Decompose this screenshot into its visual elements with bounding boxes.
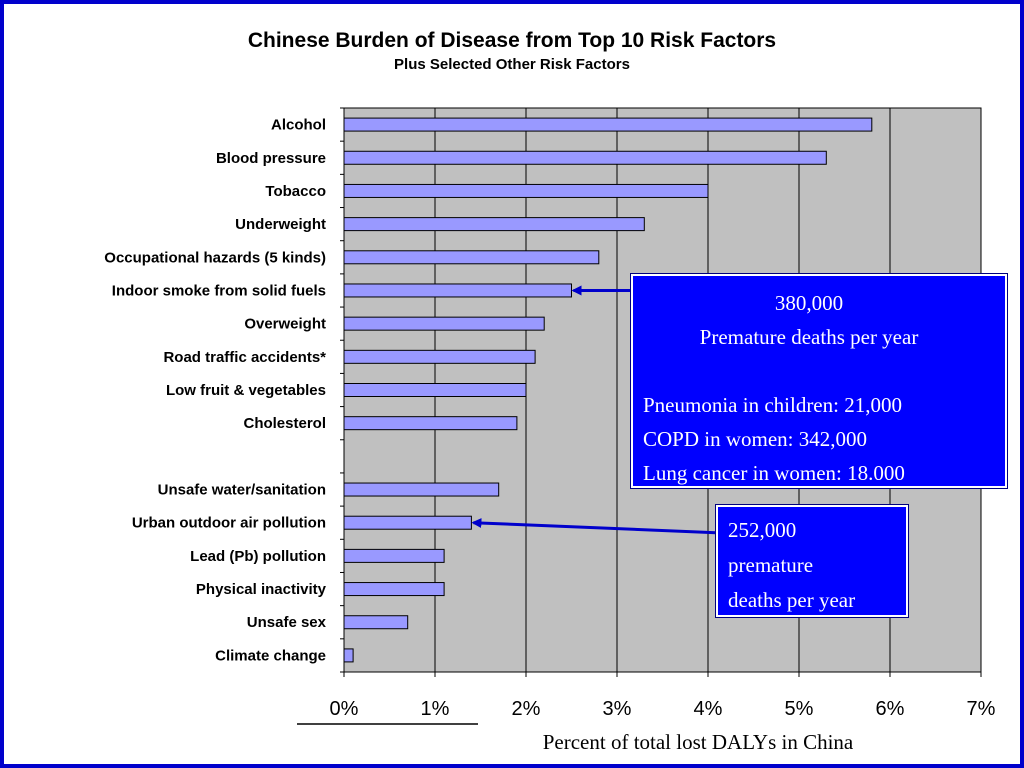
indoor-smoke-callout: 380,000 Premature deaths per year Pneumo… [630,273,1008,489]
arrow-outdoor-air [471,518,717,535]
bar [343,648,354,663]
category-label: Unsafe sex [247,614,327,631]
category-label: Occupational hazards (5 kinds) [104,249,326,266]
bar [343,416,518,431]
category-label: Indoor smoke from solid fuels [112,282,326,299]
bar [343,250,600,265]
x-tick-label: 2% [512,698,541,720]
x-tick-label: 6% [876,698,905,720]
category-label: Tobacco [265,183,326,200]
bar [343,482,500,497]
x-tick-label: 1% [421,698,450,720]
x-tick-label: 5% [785,698,814,720]
bar [343,582,445,597]
annotation-arrows [471,285,717,535]
outdoor-air-callout: 252,000 premature deaths per year [715,504,909,618]
callout-line: deaths per year [728,588,856,612]
callout-line: premature [728,553,814,577]
bar [343,383,527,397]
callout-line: Lung cancer in women: 18.000 [643,461,905,485]
callout-spacer [643,354,1005,388]
bar [343,183,709,198]
bar [343,349,536,364]
chart-title: Chinese Burden of Disease from Top 10 Ri… [248,29,776,52]
category-label: Lead (Pb) pollution [190,548,326,565]
chart-subtitle: Plus Selected Other Risk Factors [394,56,630,73]
bar [343,615,409,630]
category-label: Blood pressure [216,150,326,167]
bar [343,217,645,232]
bar [343,283,572,298]
bar [343,150,827,165]
callout-line: Premature deaths per year [699,325,919,349]
callout-line: Pneumonia in children: 21,000 [643,393,902,417]
category-label: Unsafe water/sanitation [158,482,326,499]
category-label: Urban outdoor air pollution [132,515,326,532]
category-label: Cholesterol [243,415,326,432]
category-label: Road traffic accidents* [163,349,326,366]
callout-line: 380,000 [774,291,844,315]
x-axis-label: Percent of total lost DALYs in China [543,730,854,754]
callout-line: 252,000 [728,518,797,542]
bar [343,548,445,563]
bar [343,316,545,331]
bar [343,117,873,132]
x-tick-label: 7% [967,698,996,720]
x-tick-label: 3% [603,698,632,720]
category-label: Low fruit & vegetables [166,382,326,399]
bar [343,515,472,530]
x-tick-label: 0% [330,698,359,720]
x-tick-label: 4% [694,698,723,720]
category-label: Underweight [235,216,326,233]
category-label: Overweight [244,316,326,333]
category-label: Alcohol [271,117,326,134]
category-label: Physical inactivity [196,581,327,598]
callout-line: COPD in women: 342,000 [643,427,868,451]
category-label: Climate change [215,647,326,664]
